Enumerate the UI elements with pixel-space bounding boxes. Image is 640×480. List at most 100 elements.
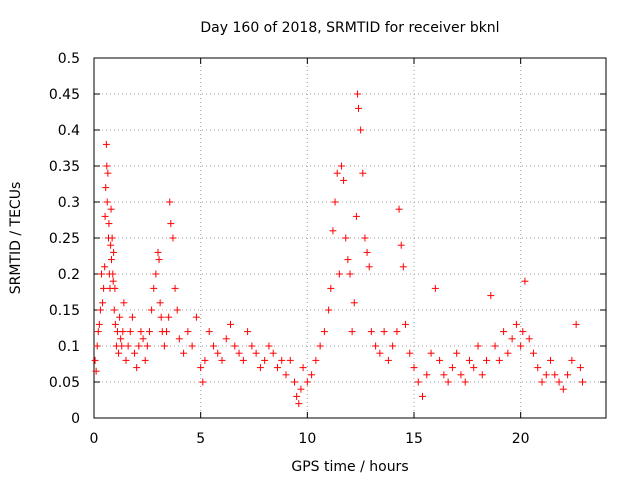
data-point bbox=[165, 313, 173, 321]
data-point bbox=[252, 349, 260, 357]
data-point bbox=[444, 378, 452, 386]
data-point bbox=[465, 356, 473, 364]
data-point bbox=[201, 356, 209, 364]
data-point bbox=[367, 328, 375, 336]
data-point bbox=[576, 364, 584, 372]
data-point bbox=[173, 306, 181, 314]
x-tick-label: 15 bbox=[405, 431, 423, 447]
data-point bbox=[333, 169, 341, 177]
data-point bbox=[508, 335, 516, 343]
data-point bbox=[137, 328, 145, 336]
data-point bbox=[100, 284, 108, 292]
data-point bbox=[184, 328, 192, 336]
data-point bbox=[312, 356, 320, 364]
data-point bbox=[395, 205, 403, 213]
data-point bbox=[293, 392, 301, 400]
data-point bbox=[448, 364, 456, 372]
data-point bbox=[199, 378, 207, 386]
data-point bbox=[116, 313, 124, 321]
data-point bbox=[295, 400, 303, 408]
data-point bbox=[239, 356, 247, 364]
data-point bbox=[397, 241, 405, 249]
data-point bbox=[122, 356, 130, 364]
data-point bbox=[145, 328, 153, 336]
data-point bbox=[156, 299, 164, 307]
data-point bbox=[126, 328, 134, 336]
data-point bbox=[103, 162, 111, 170]
data-point bbox=[107, 241, 115, 249]
data-point bbox=[167, 220, 175, 228]
data-point bbox=[525, 335, 533, 343]
data-point bbox=[335, 270, 343, 278]
data-point bbox=[261, 356, 269, 364]
y-tick-label: 0.35 bbox=[49, 159, 80, 175]
data-point bbox=[104, 169, 112, 177]
data-point bbox=[406, 349, 414, 357]
data-point bbox=[171, 284, 179, 292]
tick-layer: 0 5 10 15 20 0 0.05 0.1 0.15 0.2 0.25 0.3 0.35 0.4 0.4… bbox=[49, 51, 606, 447]
data-point bbox=[291, 378, 299, 386]
data-point bbox=[110, 306, 118, 314]
data-point bbox=[180, 349, 188, 357]
data-point bbox=[491, 342, 499, 350]
data-point bbox=[120, 299, 128, 307]
data-point bbox=[350, 299, 358, 307]
data-point bbox=[401, 320, 409, 328]
data-point bbox=[504, 349, 512, 357]
data-point bbox=[155, 256, 163, 264]
data-point bbox=[97, 270, 105, 278]
x-tick-label: 0 bbox=[90, 431, 99, 447]
data-point bbox=[529, 349, 537, 357]
data-point bbox=[124, 342, 132, 350]
data-point bbox=[457, 371, 465, 379]
data-point bbox=[188, 342, 196, 350]
data-point bbox=[131, 349, 139, 357]
y-tick-label: 0.45 bbox=[49, 87, 80, 103]
data-point bbox=[521, 277, 529, 285]
data-point bbox=[269, 349, 277, 357]
data-point bbox=[94, 328, 102, 336]
data-point bbox=[568, 356, 576, 364]
data-point bbox=[95, 320, 103, 328]
data-point bbox=[393, 328, 401, 336]
data-point bbox=[316, 342, 324, 350]
data-point bbox=[141, 356, 149, 364]
data-point bbox=[286, 356, 294, 364]
data-point bbox=[348, 328, 356, 336]
y-tick-label: 0 bbox=[71, 411, 80, 427]
data-point bbox=[495, 356, 503, 364]
data-point bbox=[384, 356, 392, 364]
data-point bbox=[218, 356, 226, 364]
data-point bbox=[353, 90, 361, 98]
data-point bbox=[163, 328, 171, 336]
data-point bbox=[133, 364, 141, 372]
x-axis-label: GPS time / hours bbox=[291, 459, 408, 475]
y-tick-label: 0.1 bbox=[58, 339, 80, 355]
chart-title: Day 160 of 2018, SRMTID for receiver bkn… bbox=[200, 20, 499, 36]
data-point bbox=[93, 342, 101, 350]
data-point bbox=[109, 270, 117, 278]
data-point bbox=[299, 364, 307, 372]
y-axis-label: SRMTID / TECUs bbox=[8, 182, 24, 295]
data-point bbox=[152, 270, 160, 278]
data-point bbox=[325, 306, 333, 314]
data-point bbox=[154, 248, 162, 256]
data-point bbox=[331, 198, 339, 206]
data-point bbox=[431, 284, 439, 292]
data-point bbox=[231, 342, 239, 350]
data-point bbox=[483, 356, 491, 364]
data-point bbox=[105, 220, 113, 228]
y-tick-label: 0.05 bbox=[49, 375, 80, 391]
data-point bbox=[327, 284, 335, 292]
data-point bbox=[478, 371, 486, 379]
data-point bbox=[461, 378, 469, 386]
data-point bbox=[102, 140, 110, 148]
data-point bbox=[372, 342, 380, 350]
data-point bbox=[453, 349, 461, 357]
data-point bbox=[278, 356, 286, 364]
data-point bbox=[107, 205, 115, 213]
data-point bbox=[500, 328, 508, 336]
data-point bbox=[101, 212, 109, 220]
data-point bbox=[440, 371, 448, 379]
